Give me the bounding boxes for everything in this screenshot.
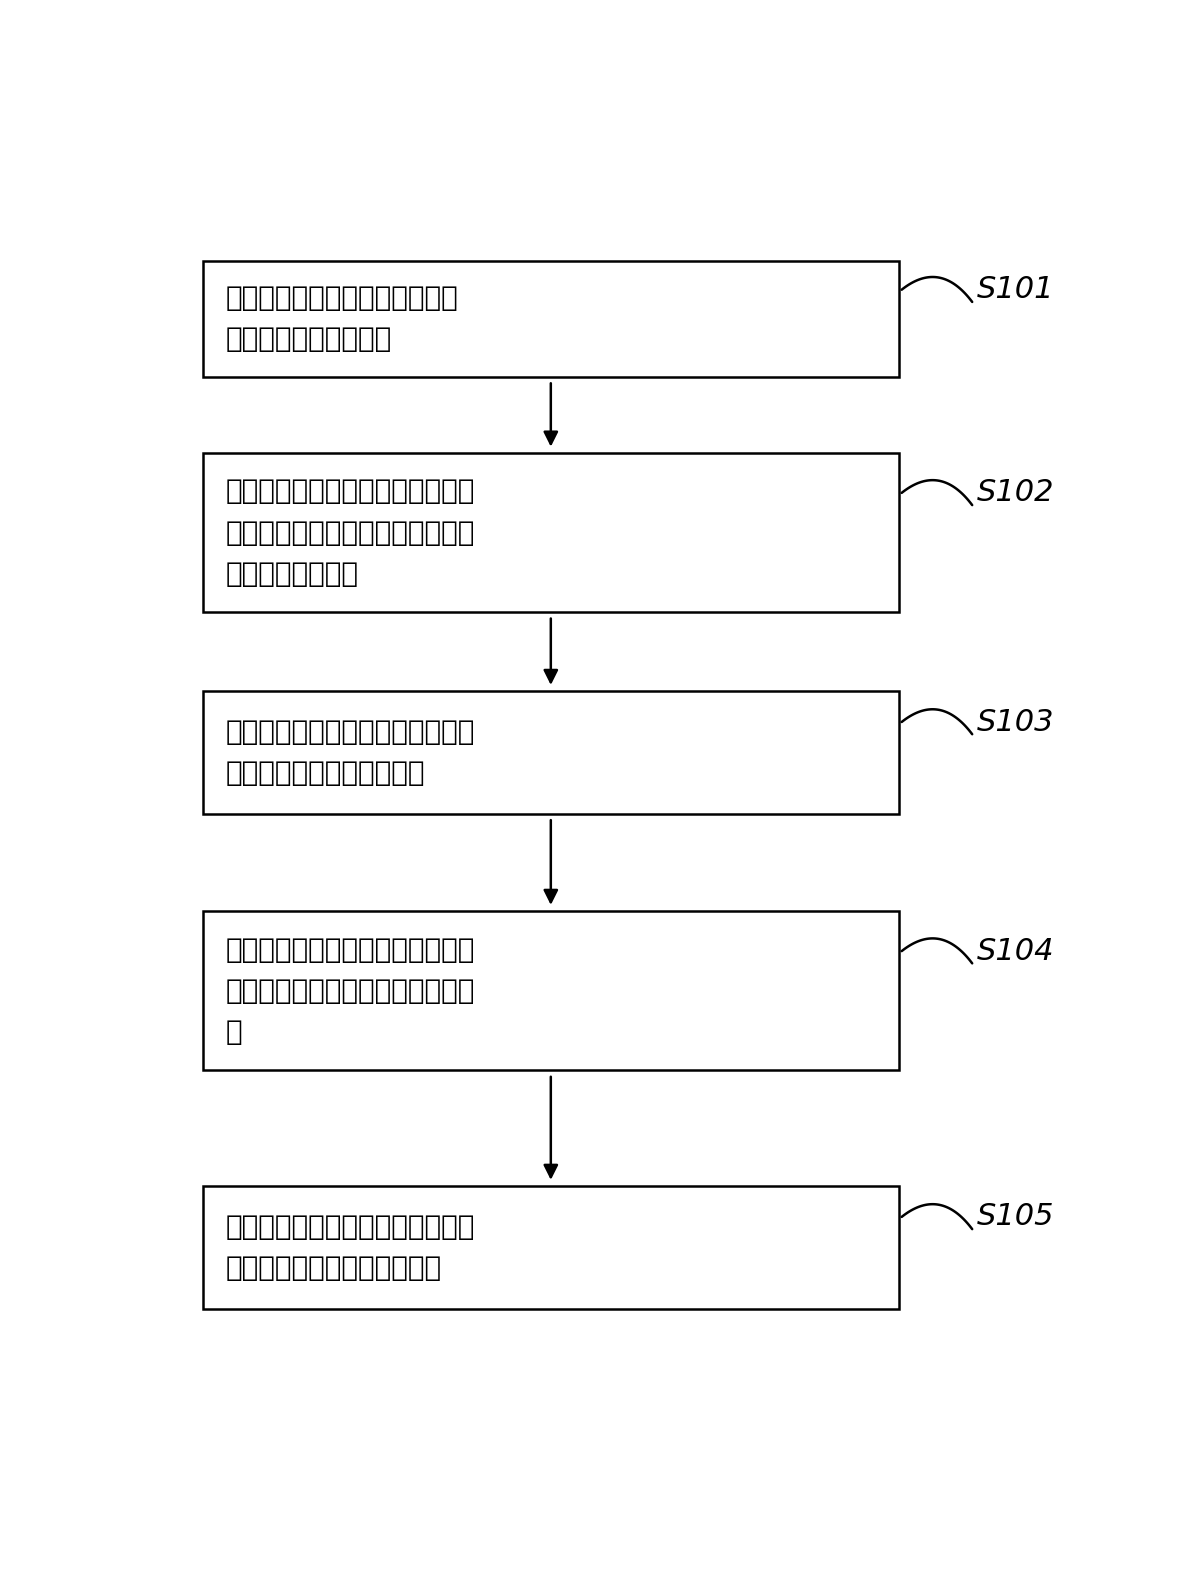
Text: S105: S105 <box>976 1203 1054 1232</box>
Text: S103: S103 <box>976 708 1054 736</box>
Bar <box>203 692 898 814</box>
Text: S102: S102 <box>976 478 1054 508</box>
Text: 结合每架无人机当前的空间坐标和
飞行速度判断未来第一预设时间是
否会发生碰撞事件: 结合每架无人机当前的空间坐标和 飞行速度判断未来第一预设时间是 否会发生碰撞事件 <box>226 478 475 587</box>
Text: 根据所述无人机发生碰撞次数的顺
序，调整无人机的航线或速度: 根据所述无人机发生碰撞次数的顺 序，调整无人机的航线或速度 <box>226 1212 475 1282</box>
Text: 按碰撞事件发生的时间顺序对每架
无人机发生碰撞事件的次数进行排
序: 按碰撞事件发生的时间顺序对每架 无人机发生碰撞事件的次数进行排 序 <box>226 936 475 1046</box>
Text: S104: S104 <box>976 936 1054 965</box>
Bar <box>203 1187 898 1309</box>
Bar <box>203 260 898 376</box>
Bar <box>203 911 898 1070</box>
Text: 统计分析未来第一预设段时间内会
发生无人机碰撞事件的次数: 统计分析未来第一预设段时间内会 发生无人机碰撞事件的次数 <box>226 717 475 787</box>
Text: 统计无人机群中每架无人机当前
的空间坐标和飞行速度: 统计无人机群中每架无人机当前 的空间坐标和飞行速度 <box>226 284 459 354</box>
Text: S101: S101 <box>976 275 1054 305</box>
Bar <box>203 454 898 613</box>
